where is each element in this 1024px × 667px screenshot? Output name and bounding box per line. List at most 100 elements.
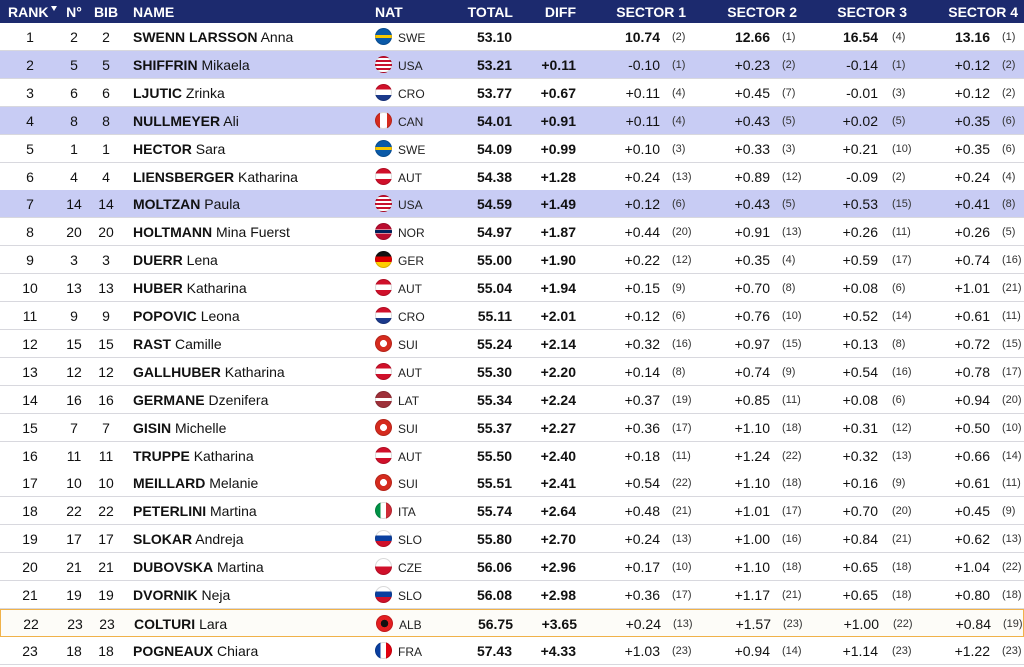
col-total: TOTAL	[467, 4, 513, 20]
sector-rank: (13)	[673, 617, 693, 630]
result-row[interactable]: 18 22 22 55.74 +2.64 +0.48 (21) +1.01 (17) +0.70 (…	[0, 497, 1024, 526]
athlete-name: GALLHUBER Katharina	[133, 364, 285, 380]
sector-rank: (12)	[672, 254, 692, 267]
sector-time: +1.00	[734, 531, 770, 548]
first-name: Camille	[175, 335, 222, 352]
start-no: 6	[70, 84, 78, 101]
sector-time: 13.16	[954, 29, 990, 45]
rank: 20	[22, 559, 38, 576]
total: 54.01	[476, 112, 512, 129]
sector-time: +0.08	[842, 280, 878, 297]
sector-rank: (8)	[892, 337, 906, 350]
start-no: 18	[66, 642, 82, 659]
sector-time: +0.32	[842, 447, 878, 464]
sector-rank: (5)	[782, 198, 796, 211]
result-row[interactable]: 22 23 23 56.75 +3.65 +0.24 (13) +1.57 (23) +1.00 (…	[0, 608, 1024, 637]
sector-time: +0.65	[842, 587, 878, 603]
last-name: HOLTMANN	[133, 224, 213, 241]
result-row[interactable]: 1 2 2 53.10 10.74 (2) 12.66 (1) 16.54 (4) 13.16 (1)…	[0, 23, 1024, 51]
sector-time: +1.03	[624, 642, 660, 659]
sector-time: -0.01	[846, 84, 878, 101]
result-row[interactable]: 3 6 6 53.77 +0.67 +0.11 (4) +0.45 (7) -0.01 (3) +0.…	[0, 78, 1024, 107]
result-row[interactable]: 4 8 8 54.01 +0.91 +0.11 (4) +0.43 (5) +0.02 (5) +0.…	[0, 106, 1024, 135]
nation: SUI	[398, 477, 419, 492]
sector-rank: (8)	[1002, 198, 1016, 211]
result-row[interactable]: 7 14 14 54.59 +1.49 +0.12 (6) +0.43 (5) +0.53 (15)…	[0, 190, 1024, 219]
last-name: SLOKAR	[133, 531, 193, 548]
sector-rank: (4)	[672, 86, 686, 99]
diff: +2.98	[540, 587, 576, 603]
sector-time: +0.26	[842, 224, 878, 241]
last-name: MOLTZAN	[133, 196, 201, 213]
sector-rank: (16)	[672, 337, 692, 350]
sector-rank: (13)	[892, 449, 912, 462]
sector-rank: (20)	[672, 226, 692, 239]
athlete-name: HUBER Katharina	[133, 280, 247, 296]
sector-rank: (1)	[892, 58, 906, 71]
rank: 7	[26, 196, 34, 213]
result-row[interactable]: 19 17 17 55.80 +2.70 +0.24 (13) +1.00 (16) +0.84 (…	[0, 525, 1024, 554]
flag	[375, 334, 392, 352]
result-row[interactable]: 6 4 4 54.38 +1.28 +0.24 (13) +0.89 (12) -0.09 (2) +…	[0, 162, 1024, 191]
diff: +0.91	[540, 112, 576, 129]
result-row[interactable]: 15 7 7 55.37 +2.27 +0.36 (17) +1.10 (18) +0.31 (12…	[0, 413, 1024, 442]
last-name: PETERLINI	[133, 503, 207, 520]
result-row[interactable]: 16 11 11 55.50 +2.40 +0.18 (11) +1.24 (22) +0.32 (…	[0, 441, 1024, 470]
sector-rank: (17)	[672, 421, 692, 434]
last-name: SHIFFRIN	[133, 56, 198, 73]
sector-time: +0.43	[734, 112, 770, 129]
result-row[interactable]: 5 1 1 54.09 +0.99 +0.10 (3) +0.33 (3) +0.21 (10) +0…	[0, 134, 1024, 163]
result-row[interactable]: 8 20 20 54.97 +1.87 +0.44 (20) +0.91 (13) +0.26 (1…	[0, 218, 1024, 247]
flag	[375, 446, 392, 464]
sector-time: +0.33	[734, 140, 770, 157]
start-no: 17	[66, 531, 82, 548]
diff: +2.70	[540, 531, 576, 548]
start-no: 23	[67, 615, 83, 632]
result-row[interactable]: 14 16 16 55.34 +2.24 +0.37 (19) +0.85 (11) +0.08 (…	[0, 385, 1024, 414]
sector-rank: (20)	[892, 505, 912, 518]
total: 53.77	[476, 84, 512, 101]
last-name: DVORNIK	[133, 587, 198, 603]
result-row[interactable]: 9 3 3 55.00 +1.90 +0.22 (12) +0.35 (4) +0.59 (17) +…	[0, 246, 1024, 275]
start-no: 5	[70, 56, 78, 73]
last-name: TRUPPE	[133, 447, 190, 464]
col-sector: SECTOR 1	[616, 4, 686, 20]
result-row[interactable]: 2 5 5 53.21 +0.11 -0.10 (1) +0.23 (2) -0.14 (1) +0.…	[0, 50, 1024, 79]
result-row[interactable]: 23 18 18 57.43 +4.33 +1.03 (23) +0.94 (14) +1.14 (…	[0, 636, 1024, 665]
nation: CZE	[398, 561, 422, 576]
athlete-name: LJUTIC Zrinka	[133, 85, 225, 101]
start-no: 11	[66, 447, 82, 464]
result-row[interactable]: 17 10 10 55.51 +2.41 +0.54 (22) +1.10 (18) +0.16 (…	[0, 469, 1024, 498]
rank: 11	[22, 308, 38, 324]
sector-rank: (8)	[672, 365, 686, 378]
result-row[interactable]: 11 9 9 55.11 +2.01 +0.12 (6) +0.76 (10) +0.52 (14)…	[0, 302, 1024, 330]
col-rank[interactable]: RANK	[8, 4, 49, 20]
athlete-name: POGNEAUX Chiara	[133, 643, 258, 659]
sector-time: +0.24	[625, 615, 661, 632]
diff: +1.49	[540, 196, 576, 213]
rank: 10	[22, 280, 38, 297]
athlete-name: DVORNIK Neja	[133, 587, 230, 603]
result-row[interactable]: 20 21 21 56.06 +2.96 +0.17 (10) +1.10 (18) +0.65 (…	[0, 553, 1024, 582]
result-row[interactable]: 21 19 19 56.08 +2.98 +0.36 (17) +1.17 (21) +0.65 (…	[0, 581, 1024, 609]
result-row[interactable]: 10 13 13 55.04 +1.94 +0.15 (9) +0.70 (8) +0.08 (6)…	[0, 274, 1024, 303]
sector-rank: (6)	[1002, 114, 1016, 127]
diff: +0.99	[540, 140, 576, 157]
result-row[interactable]: 12 15 15 55.24 +2.14 +0.32 (16) +0.97 (15) +0.13 (…	[0, 329, 1024, 358]
bib: 8	[102, 112, 110, 129]
rank: 5	[26, 140, 34, 157]
total: 56.06	[476, 559, 512, 576]
rank: 15	[22, 419, 38, 436]
diff: +2.20	[540, 363, 576, 380]
sector-rank: (15)	[1002, 337, 1022, 350]
sector-rank: (11)	[672, 449, 691, 462]
total: 56.08	[476, 587, 512, 603]
diff: +2.01	[540, 308, 576, 324]
first-name: Anna	[260, 29, 294, 45]
sector-time: +0.72	[954, 335, 990, 352]
result-row[interactable]: 13 12 12 55.30 +2.20 +0.14 (8) +0.74 (9) +0.54 (16…	[0, 357, 1024, 386]
last-name: LIENSBERGER	[133, 168, 235, 185]
total: 53.10	[476, 29, 512, 45]
